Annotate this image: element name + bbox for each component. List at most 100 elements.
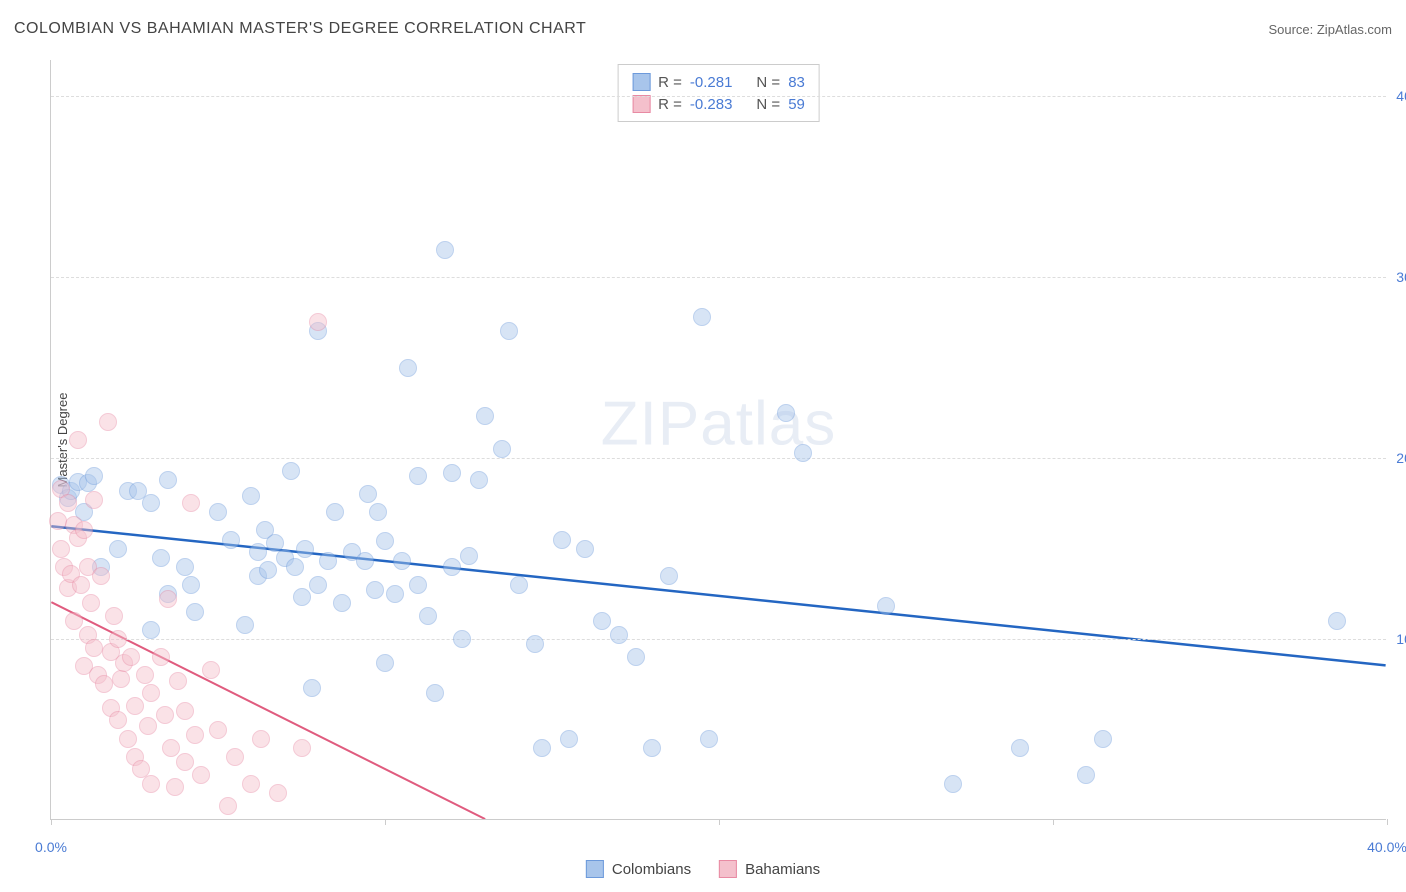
scatter-point bbox=[293, 588, 311, 606]
grid-line bbox=[51, 639, 1386, 640]
scatter-point bbox=[453, 630, 471, 648]
scatter-point bbox=[186, 603, 204, 621]
scatter-point bbox=[944, 775, 962, 793]
scatter-point bbox=[252, 730, 270, 748]
x-tick bbox=[51, 819, 52, 825]
scatter-point bbox=[139, 717, 157, 735]
scatter-point bbox=[209, 721, 227, 739]
scatter-point bbox=[627, 648, 645, 666]
scatter-point bbox=[643, 739, 661, 757]
scatter-point bbox=[186, 726, 204, 744]
stats-row: R = -0.281 N = 83 bbox=[632, 71, 805, 93]
n-value-colombians: 83 bbox=[788, 74, 805, 91]
scatter-point bbox=[376, 532, 394, 550]
y-tick-label: 40.0% bbox=[1390, 88, 1406, 104]
x-tick bbox=[719, 819, 720, 825]
scatter-point bbox=[1094, 730, 1112, 748]
scatter-point bbox=[126, 697, 144, 715]
plot-area: ZIPatlas Master's Degree R = -0.281 N = … bbox=[50, 60, 1386, 820]
scatter-point bbox=[159, 471, 177, 489]
scatter-point bbox=[500, 322, 518, 340]
scatter-point bbox=[443, 464, 461, 482]
scatter-point bbox=[236, 616, 254, 634]
scatter-point bbox=[105, 607, 123, 625]
scatter-point bbox=[333, 594, 351, 612]
y-tick-label: 20.0% bbox=[1390, 450, 1406, 466]
legend-label-colombians: Colombians bbox=[612, 861, 691, 878]
swatch-colombians bbox=[632, 73, 650, 91]
scatter-point bbox=[409, 467, 427, 485]
scatter-point bbox=[553, 531, 571, 549]
scatter-point bbox=[296, 540, 314, 558]
scatter-point bbox=[326, 503, 344, 521]
n-label: N = bbox=[756, 96, 780, 113]
scatter-point bbox=[72, 576, 90, 594]
scatter-point bbox=[162, 739, 180, 757]
scatter-point bbox=[777, 404, 795, 422]
r-label: R = bbox=[658, 74, 682, 91]
scatter-point bbox=[286, 558, 304, 576]
scatter-point bbox=[399, 359, 417, 377]
scatter-point bbox=[119, 730, 137, 748]
scatter-point bbox=[109, 540, 127, 558]
scatter-point bbox=[169, 672, 187, 690]
scatter-point bbox=[226, 748, 244, 766]
scatter-point bbox=[65, 612, 83, 630]
scatter-point bbox=[192, 766, 210, 784]
scatter-point bbox=[152, 549, 170, 567]
x-tick bbox=[385, 819, 386, 825]
r-value-colombians: -0.281 bbox=[690, 74, 733, 91]
scatter-point bbox=[293, 739, 311, 757]
scatter-point bbox=[142, 775, 160, 793]
scatter-point bbox=[112, 670, 130, 688]
scatter-point bbox=[1328, 612, 1346, 630]
scatter-point bbox=[393, 552, 411, 570]
grid-line bbox=[51, 458, 1386, 459]
scatter-point bbox=[219, 797, 237, 815]
scatter-point bbox=[142, 684, 160, 702]
scatter-point bbox=[95, 675, 113, 693]
scatter-point bbox=[700, 730, 718, 748]
swatch-colombians bbox=[586, 860, 604, 878]
x-tick bbox=[1387, 819, 1388, 825]
scatter-point bbox=[159, 590, 177, 608]
grid-line bbox=[51, 277, 1386, 278]
scatter-point bbox=[69, 431, 87, 449]
source-attribution: Source: ZipAtlas.com bbox=[1268, 22, 1392, 37]
scatter-point bbox=[136, 666, 154, 684]
trend-lines-svg bbox=[51, 60, 1386, 819]
scatter-point bbox=[222, 531, 240, 549]
scatter-point bbox=[202, 661, 220, 679]
r-label: R = bbox=[658, 96, 682, 113]
chart-title: COLOMBIAN VS BAHAMIAN MASTER'S DEGREE CO… bbox=[14, 20, 586, 38]
scatter-point bbox=[85, 491, 103, 509]
scatter-point bbox=[1011, 739, 1029, 757]
scatter-point bbox=[369, 503, 387, 521]
scatter-point bbox=[376, 654, 394, 672]
scatter-point bbox=[156, 706, 174, 724]
grid-line bbox=[51, 96, 1386, 97]
scatter-point bbox=[109, 630, 127, 648]
scatter-point bbox=[593, 612, 611, 630]
scatter-point bbox=[269, 784, 287, 802]
x-tick bbox=[1053, 819, 1054, 825]
scatter-point bbox=[249, 543, 267, 561]
scatter-point bbox=[142, 621, 160, 639]
scatter-point bbox=[419, 607, 437, 625]
scatter-point bbox=[366, 581, 384, 599]
scatter-point bbox=[610, 626, 628, 644]
scatter-point bbox=[242, 775, 260, 793]
chart-header: COLOMBIAN VS BAHAMIAN MASTER'S DEGREE CO… bbox=[14, 20, 1392, 38]
y-tick-label: 30.0% bbox=[1390, 269, 1406, 285]
source-prefix: Source: bbox=[1268, 22, 1316, 37]
scatter-point bbox=[309, 576, 327, 594]
scatter-point bbox=[99, 413, 117, 431]
legend-label-bahamians: Bahamians bbox=[745, 861, 820, 878]
n-value-bahamians: 59 bbox=[788, 96, 805, 113]
scatter-point bbox=[166, 778, 184, 796]
scatter-point bbox=[303, 679, 321, 697]
scatter-point bbox=[443, 558, 461, 576]
scatter-point bbox=[109, 711, 127, 729]
scatter-point bbox=[436, 241, 454, 259]
scatter-point bbox=[794, 444, 812, 462]
